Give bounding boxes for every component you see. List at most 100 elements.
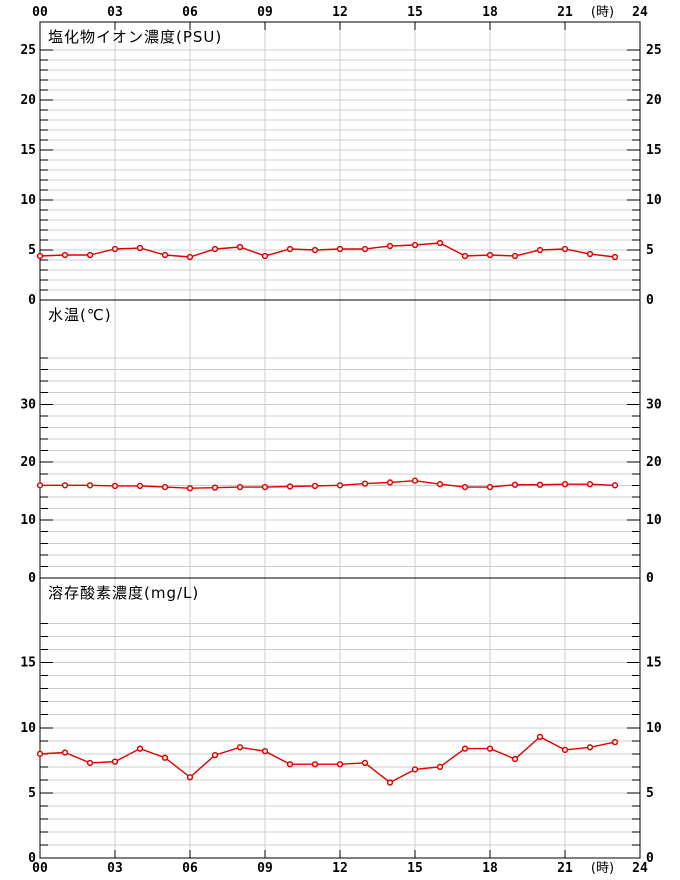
data-point bbox=[311, 761, 319, 768]
data-point bbox=[261, 252, 269, 260]
y-axis-label-left: 5 bbox=[28, 243, 36, 258]
data-point bbox=[561, 481, 569, 488]
x-axis-label-top: 24 bbox=[632, 5, 648, 20]
data-point bbox=[161, 251, 169, 259]
data-point bbox=[336, 245, 344, 253]
x-axis-label-top: 18 bbox=[482, 5, 498, 20]
data-point bbox=[411, 241, 419, 249]
y-axis-label-left: 0 bbox=[28, 851, 36, 866]
data-point bbox=[611, 253, 619, 261]
data-point bbox=[386, 242, 394, 250]
y-axis-label-right: 5 bbox=[646, 786, 654, 801]
data-point bbox=[536, 481, 544, 488]
y-axis-label-right: 30 bbox=[646, 397, 662, 412]
data-point bbox=[61, 482, 69, 489]
x-axis-unit-top: (時) bbox=[591, 5, 614, 20]
x-axis-label-top: 21 bbox=[557, 5, 573, 20]
data-point bbox=[561, 746, 569, 754]
y-axis-label-left: 30 bbox=[20, 397, 36, 412]
data-point bbox=[411, 766, 419, 773]
y-axis-label-left: 0 bbox=[28, 293, 36, 308]
data-point bbox=[186, 774, 194, 781]
y-axis-label-right: 0 bbox=[646, 851, 654, 866]
y-axis-label-left: 20 bbox=[20, 93, 36, 108]
y-axis-label-right: 10 bbox=[646, 193, 662, 208]
data-point bbox=[136, 482, 144, 490]
x-axis-label-top: 03 bbox=[107, 5, 123, 20]
series-line bbox=[40, 479, 616, 489]
data-point bbox=[461, 252, 469, 260]
y-axis-label-right: 15 bbox=[646, 656, 662, 671]
data-point bbox=[486, 251, 494, 259]
y-axis-label-left: 5 bbox=[28, 786, 36, 801]
chart-title-chloride: 塩化物イオン濃度(PSU) bbox=[48, 28, 223, 46]
data-point bbox=[511, 252, 519, 260]
x-axis-label-bottom: 12 bbox=[332, 861, 348, 876]
data-point bbox=[36, 482, 44, 489]
data-point bbox=[111, 758, 119, 765]
data-point bbox=[286, 761, 294, 768]
data-point bbox=[86, 482, 94, 489]
data-point bbox=[286, 245, 294, 253]
data-point bbox=[411, 477, 419, 484]
data-point bbox=[86, 759, 94, 767]
data-point bbox=[586, 744, 594, 751]
data-point bbox=[36, 750, 44, 757]
data-point bbox=[111, 245, 119, 253]
data-point bbox=[611, 738, 619, 746]
y-axis-label-left: 10 bbox=[20, 513, 36, 528]
data-point bbox=[211, 245, 219, 253]
data-point bbox=[286, 483, 294, 490]
data-point bbox=[111, 482, 119, 490]
series-line bbox=[39, 242, 616, 258]
data-point bbox=[361, 480, 369, 487]
data-point bbox=[336, 761, 344, 768]
data-point bbox=[486, 483, 494, 491]
data-point bbox=[136, 244, 144, 252]
data-point bbox=[61, 251, 69, 259]
y-axis-label-right: 5 bbox=[646, 243, 654, 258]
x-axis-label-bottom: 15 bbox=[407, 861, 423, 876]
data-point bbox=[586, 250, 594, 258]
data-point bbox=[161, 754, 169, 761]
data-point bbox=[261, 748, 269, 755]
data-point bbox=[536, 246, 544, 254]
x-axis-label-bottom: 18 bbox=[482, 861, 498, 876]
x-axis-label-top: 15 bbox=[407, 5, 423, 20]
x-axis-label-top: 00 bbox=[32, 5, 48, 20]
data-point bbox=[586, 481, 594, 488]
x-axis-label-bottom: 03 bbox=[107, 861, 123, 876]
data-point bbox=[261, 483, 269, 491]
y-axis-label-right: 15 bbox=[646, 143, 662, 158]
data-point bbox=[436, 763, 444, 770]
data-point bbox=[136, 745, 144, 752]
y-axis-label-left: 20 bbox=[20, 455, 36, 470]
data-point bbox=[511, 481, 519, 488]
y-axis-label-right: 10 bbox=[646, 721, 662, 736]
data-point bbox=[461, 745, 469, 752]
data-point bbox=[336, 482, 344, 489]
y-axis-label-left: 10 bbox=[20, 721, 36, 736]
x-axis-label-bottom: 09 bbox=[257, 861, 273, 876]
y-axis-label-left: 10 bbox=[20, 193, 36, 208]
chart-title-dissolved-oxygen: 溶存酸素濃度(mg/L) bbox=[48, 584, 200, 602]
x-axis-label-bottom: 21 bbox=[557, 861, 573, 876]
data-point bbox=[361, 245, 369, 253]
y-axis-label-left: 0 bbox=[28, 571, 36, 586]
y-axis-label-right: 10 bbox=[646, 513, 662, 528]
data-point bbox=[161, 483, 169, 491]
data-point bbox=[386, 779, 394, 786]
y-axis-label-right: 25 bbox=[646, 43, 662, 58]
data-point bbox=[236, 744, 244, 751]
data-point bbox=[536, 733, 544, 741]
data-point bbox=[511, 755, 519, 763]
series-line bbox=[39, 736, 616, 784]
data-point bbox=[236, 243, 244, 251]
data-point bbox=[186, 485, 194, 492]
data-point bbox=[61, 749, 69, 756]
data-point bbox=[211, 484, 219, 491]
data-point bbox=[36, 252, 44, 260]
data-point bbox=[436, 481, 444, 488]
